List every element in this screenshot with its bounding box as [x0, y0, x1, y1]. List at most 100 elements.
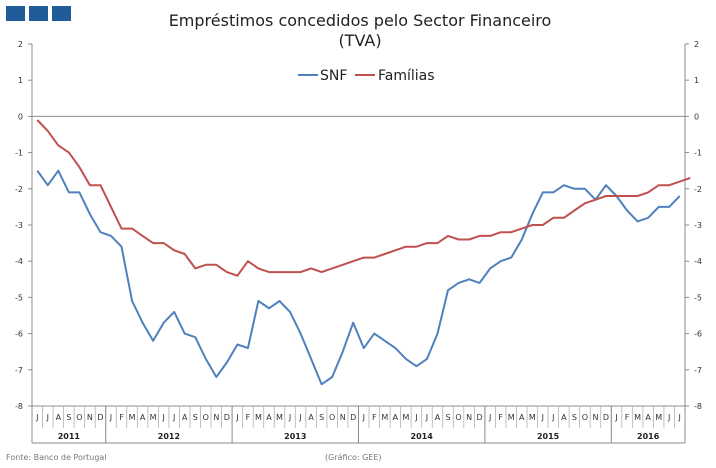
- month-label: M: [129, 413, 136, 422]
- month-label: S: [66, 413, 71, 422]
- month-label: S: [572, 413, 577, 422]
- year-label: 2012: [158, 432, 180, 441]
- chart-subtitle: (TVA): [338, 31, 381, 50]
- y-tick-label-right: -1: [694, 149, 702, 158]
- y-tick-label-right: -2: [694, 185, 702, 194]
- y-tick-label-left: -4: [15, 257, 23, 266]
- month-label: M: [276, 413, 283, 422]
- logo-square: [29, 6, 48, 21]
- month-label: J: [109, 413, 112, 422]
- month-label: D: [224, 413, 230, 422]
- month-label: A: [266, 413, 272, 422]
- month-label: F: [372, 413, 377, 422]
- y-tick-label-left: -5: [15, 293, 23, 302]
- month-label: N: [87, 413, 93, 422]
- month-label: O: [329, 413, 335, 422]
- month-label: M: [508, 413, 515, 422]
- month-label: M: [150, 413, 157, 422]
- month-label: F: [498, 413, 503, 422]
- month-label: A: [435, 413, 441, 422]
- month-label: J: [46, 413, 49, 422]
- y-tick-label-right: -6: [694, 330, 702, 339]
- year-label: 2014: [411, 432, 434, 441]
- month-label: F: [246, 413, 251, 422]
- month-label: A: [56, 413, 62, 422]
- month-label: A: [519, 413, 525, 422]
- month-label: J: [35, 413, 38, 422]
- chart-title: Empréstimos concedidos pelo Sector Finan…: [169, 11, 552, 30]
- month-label: J: [235, 413, 238, 422]
- month-label: J: [488, 413, 491, 422]
- y-tick-label-right: -3: [694, 221, 702, 230]
- y-tick-label-right: 0: [694, 112, 699, 121]
- y-tick-label-right: -8: [694, 402, 702, 411]
- month-label: J: [414, 413, 417, 422]
- month-label: M: [529, 413, 536, 422]
- y-tick-label-right: 2: [694, 40, 699, 49]
- series-line-familias: [36, 119, 691, 277]
- y-tick-label-left: -8: [15, 402, 23, 411]
- month-label: M: [402, 413, 409, 422]
- month-label: J: [362, 413, 365, 422]
- month-label: O: [582, 413, 588, 422]
- month-label: J: [614, 413, 617, 422]
- axes: 2 21 10 0-1 -1-2 -2-3 -3-4 -4-5 -5-6 -6-7 -7-8 -8J J…: [15, 40, 702, 444]
- month-label: F: [119, 413, 124, 422]
- y-tick-label-left: 0: [18, 112, 23, 121]
- y-tick-label-left: -3: [15, 221, 23, 230]
- logo-square: [6, 6, 25, 21]
- series-line-snf: [36, 169, 681, 386]
- y-tick-label-left: 1: [18, 76, 23, 85]
- month-label: N: [592, 413, 598, 422]
- month-label: O: [455, 413, 461, 422]
- legend-label-snf: SNF: [320, 68, 347, 84]
- legend-label-familias: Famílias: [378, 68, 435, 84]
- y-tick-label-right: -7: [694, 366, 702, 375]
- month-label: J: [667, 413, 670, 422]
- y-tick-label-right: -5: [694, 293, 702, 302]
- brand-logo: [6, 6, 71, 21]
- month-label: D: [603, 413, 609, 422]
- credit-note: (Gráfico: GEE): [325, 453, 382, 462]
- month-label: J: [551, 413, 554, 422]
- source-note: Fonte: Banco de Portugal: [6, 453, 107, 462]
- month-label: A: [561, 413, 567, 422]
- month-label: S: [193, 413, 198, 422]
- month-label: A: [182, 413, 188, 422]
- month-label: M: [381, 413, 388, 422]
- month-label: A: [393, 413, 399, 422]
- year-label: 2013: [284, 432, 306, 441]
- month-label: F: [625, 413, 630, 422]
- y-tick-label-left: -1: [15, 149, 23, 158]
- month-label: J: [172, 413, 175, 422]
- month-label: D: [477, 413, 483, 422]
- logo-square: [52, 6, 71, 21]
- month-label: N: [466, 413, 472, 422]
- month-label: M: [255, 413, 262, 422]
- year-label: 2015: [537, 432, 560, 441]
- year-label: 2016: [637, 432, 660, 441]
- month-label: D: [97, 413, 103, 422]
- month-label: D: [350, 413, 356, 422]
- month-label: J: [298, 413, 301, 422]
- month-label: N: [213, 413, 219, 422]
- month-label: S: [445, 413, 450, 422]
- legend: SNF Famílias: [298, 68, 435, 84]
- month-label: O: [203, 413, 209, 422]
- month-label: J: [288, 413, 291, 422]
- y-tick-label-left: -6: [15, 330, 23, 339]
- y-tick-label-right: -4: [694, 257, 702, 266]
- year-label: 2011: [58, 432, 81, 441]
- month-label: N: [340, 413, 346, 422]
- month-label: J: [425, 413, 428, 422]
- month-label: M: [655, 413, 662, 422]
- month-label: J: [541, 413, 544, 422]
- series-lines: [36, 119, 691, 386]
- month-label: S: [319, 413, 324, 422]
- month-label: M: [634, 413, 641, 422]
- month-label: A: [308, 413, 314, 422]
- month-label: A: [645, 413, 651, 422]
- y-tick-label-right: 1: [694, 76, 699, 85]
- month-label: J: [161, 413, 164, 422]
